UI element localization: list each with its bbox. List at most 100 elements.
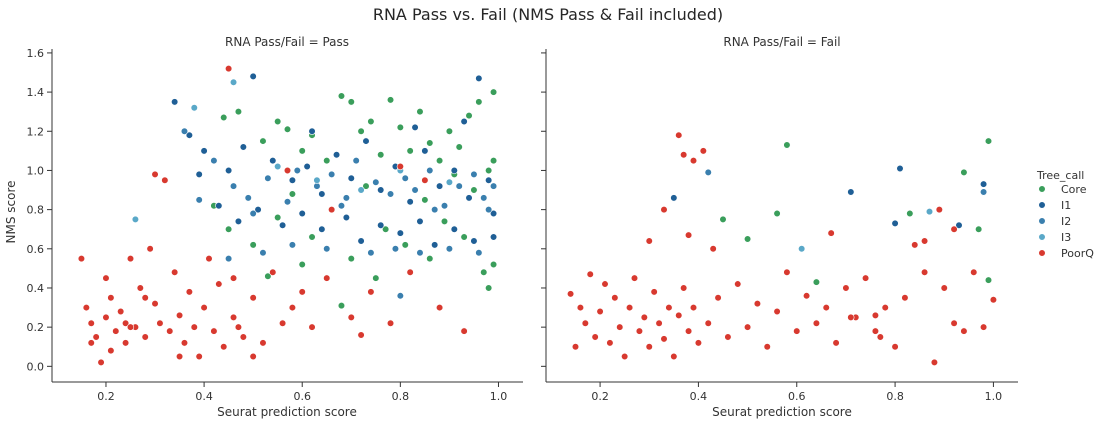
data-point-i2 <box>431 206 439 214</box>
data-point-poorq <box>734 280 742 288</box>
data-point-i2 <box>180 127 189 135</box>
data-point-i3 <box>274 162 282 171</box>
data-point-core <box>283 125 292 133</box>
data-point-core <box>234 108 243 116</box>
legend-label: PoorQ <box>1061 247 1094 260</box>
data-point-poorq <box>822 303 830 312</box>
data-point-poorq <box>347 313 355 321</box>
y-tick-label: 0.2 <box>27 321 45 334</box>
data-point-poorq <box>650 288 658 296</box>
data-point-poorq <box>847 313 855 321</box>
legend: Tree_call Core I1 I2 I3 PoorQ <box>1036 169 1094 260</box>
figure-title: RNA Pass vs. Fail (NMS Pass & Fail inclu… <box>373 5 723 24</box>
data-point-poorq <box>126 323 135 331</box>
data-point-poorq <box>367 288 375 296</box>
data-point-i2 <box>367 249 375 257</box>
data-point-i1 <box>171 98 179 106</box>
data-point-core <box>906 209 914 218</box>
panel-pass: 0.2 0.4 0.6 0.8 1.0 0.0 0.2 0.4 0.6 0.8 1.0 1.2 1.4 1… <box>27 47 523 403</box>
data-point-poorq <box>229 274 238 282</box>
data-point-poorq <box>960 327 968 335</box>
data-point-i1 <box>215 202 223 210</box>
series-i1 <box>670 164 988 229</box>
data-point-poorq <box>891 343 899 351</box>
data-point-i1 <box>460 117 468 126</box>
y-tick-label: 1.2 <box>27 125 45 138</box>
data-point-poorq <box>920 268 929 276</box>
data-point-i1 <box>278 221 287 229</box>
data-point-core <box>440 217 449 225</box>
data-point-poorq <box>386 319 395 327</box>
data-point-core <box>460 233 468 241</box>
panel-fail: 0.2 0.4 0.6 0.8 1.0 <box>541 49 1018 403</box>
series-poorq <box>77 64 468 367</box>
data-point-poorq <box>689 157 698 165</box>
data-point-poorq <box>171 268 179 276</box>
data-point-i2 <box>352 157 360 165</box>
data-point-poorq <box>743 323 752 331</box>
data-point-i2 <box>342 194 350 202</box>
data-point-i2 <box>249 209 257 218</box>
data-point-core <box>475 98 483 106</box>
data-point-i2 <box>445 245 454 253</box>
data-point-poorq <box>901 294 909 302</box>
x-tick-label: 0.4 <box>195 390 213 403</box>
series-core <box>210 88 498 310</box>
data-point-poorq <box>107 294 115 302</box>
data-point-core <box>401 241 409 249</box>
data-point-i1 <box>955 221 963 229</box>
series-i3 <box>798 207 934 253</box>
data-point-core <box>386 96 395 104</box>
x-axis-label-fail: Seurat prediction score <box>712 405 852 419</box>
data-point-i2 <box>411 186 419 194</box>
data-point-poorq <box>802 292 811 300</box>
data-point-core <box>274 117 282 126</box>
data-point-i1 <box>303 162 311 171</box>
data-point-i1 <box>489 233 498 241</box>
data-point-poorq <box>675 131 683 139</box>
data-point-poorq <box>229 313 238 321</box>
data-point-poorq <box>576 303 585 312</box>
data-point-poorq <box>724 333 732 341</box>
y-tick-label: 0.0 <box>27 360 45 373</box>
data-point-i1 <box>234 217 243 225</box>
data-point-poorq <box>175 311 184 320</box>
data-point-core <box>485 284 493 292</box>
data-point-i2 <box>195 196 203 204</box>
y-tick-label: 1.0 <box>27 164 45 177</box>
data-point-i2 <box>293 166 301 175</box>
data-point-poorq <box>793 327 801 335</box>
data-point-poorq <box>234 323 243 331</box>
data-point-core <box>337 92 346 100</box>
data-point-i1 <box>377 221 385 229</box>
data-point-i1 <box>411 123 419 131</box>
data-point-core <box>812 278 821 286</box>
data-point-poorq <box>406 268 414 276</box>
data-point-i1 <box>357 237 365 245</box>
data-point-poorq <box>989 296 998 304</box>
legend-marker <box>1038 201 1046 209</box>
legend-entry-i1: I1 <box>1038 199 1071 212</box>
data-point-i1 <box>847 188 855 196</box>
data-point-poorq <box>97 358 105 367</box>
data-point-poorq <box>714 294 722 302</box>
x-tick-label: 0.6 <box>293 390 311 403</box>
y-axis-label: NMS score <box>4 180 18 243</box>
data-point-poorq <box>640 313 648 321</box>
data-point-i3 <box>925 207 934 216</box>
data-point-poorq <box>121 319 130 327</box>
data-point-poorq <box>566 290 575 298</box>
data-point-poorq <box>616 323 624 331</box>
legend-entry-i2: I2 <box>1038 215 1071 228</box>
data-point-poorq <box>185 288 193 296</box>
x-tick-label: 0.4 <box>690 390 708 403</box>
data-point-poorq <box>832 339 840 347</box>
legend-marker <box>1038 185 1046 193</box>
data-point-core <box>426 139 434 147</box>
data-point-poorq <box>920 237 929 245</box>
data-point-poorq <box>249 294 257 302</box>
data-point-core <box>416 108 424 116</box>
legend-entry-poorq: PoorQ <box>1038 247 1094 260</box>
data-point-poorq <box>210 327 218 335</box>
